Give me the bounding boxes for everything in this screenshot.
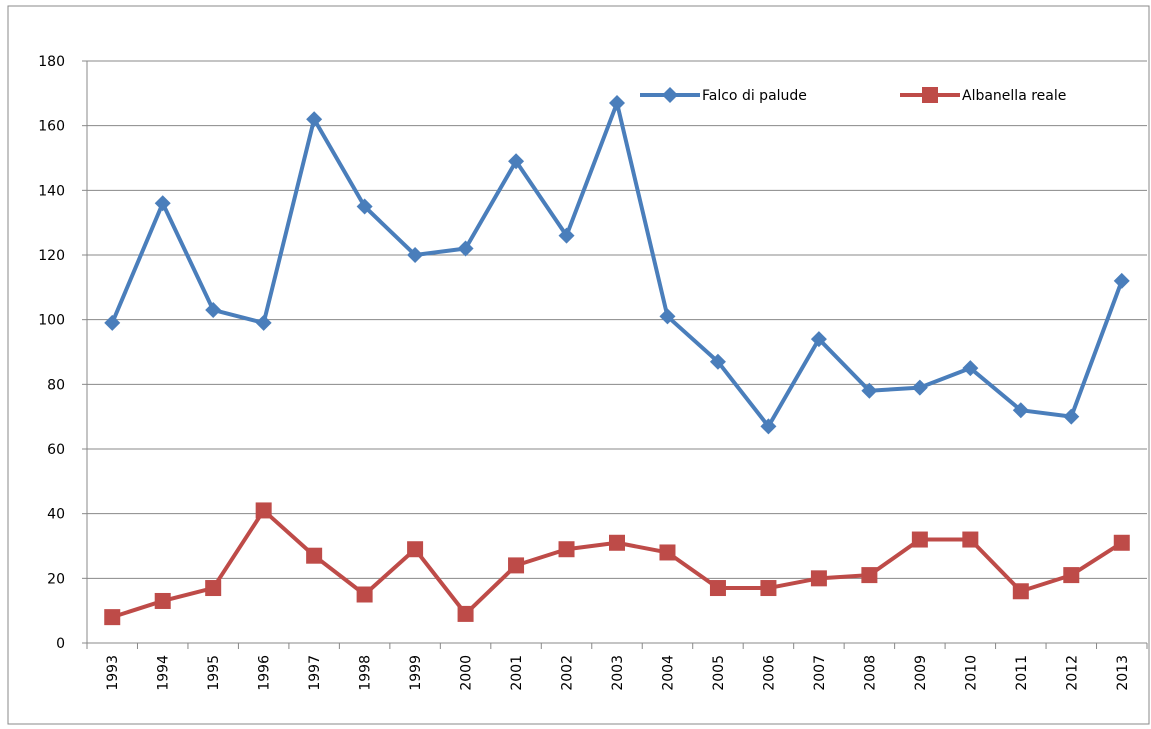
data-point xyxy=(1113,272,1130,289)
data-point xyxy=(356,198,373,215)
y-tick-label: 80 xyxy=(47,377,65,393)
data-point xyxy=(1063,567,1080,584)
x-tick-label: 2003 xyxy=(610,655,626,691)
data-point xyxy=(1113,534,1130,551)
legend-label: Albanella reale xyxy=(962,88,1066,104)
data-point xyxy=(356,586,373,603)
x-tick-label: 1994 xyxy=(156,655,172,691)
data-point xyxy=(760,418,777,435)
data-point xyxy=(962,531,979,548)
data-point xyxy=(659,308,676,325)
y-tick-label: 100 xyxy=(38,313,65,329)
x-tick-label: 2006 xyxy=(761,655,777,691)
x-tick-label: 2007 xyxy=(812,655,828,691)
legend-label: Falco di palude xyxy=(702,88,807,104)
data-point xyxy=(1012,583,1029,600)
data-point xyxy=(154,195,171,212)
data-point xyxy=(810,570,827,587)
x-tick-label: 2008 xyxy=(862,655,878,691)
data-point xyxy=(1012,402,1029,419)
y-tick-label: 180 xyxy=(38,54,65,70)
data-point xyxy=(911,379,928,396)
chart-frame xyxy=(7,5,1150,725)
data-point xyxy=(709,353,726,370)
data-point xyxy=(1063,408,1080,425)
x-tick-label: 2013 xyxy=(1115,655,1131,691)
data-point xyxy=(861,382,878,399)
x-tick-label: 1996 xyxy=(257,655,273,691)
y-tick-label: 0 xyxy=(56,636,65,652)
data-point xyxy=(609,534,625,551)
x-tick-label: 1993 xyxy=(105,655,121,691)
data-point xyxy=(205,580,222,597)
data-point xyxy=(205,301,222,318)
data-point xyxy=(558,541,575,558)
legend-marker xyxy=(662,87,678,103)
data-point xyxy=(760,580,777,597)
data-point xyxy=(255,314,272,331)
x-tick-label: 2009 xyxy=(913,655,929,691)
y-tick-label: 40 xyxy=(47,507,65,523)
data-point xyxy=(558,227,575,244)
legend-marker xyxy=(922,87,938,103)
data-point xyxy=(104,314,121,331)
data-point xyxy=(962,360,979,377)
data-point xyxy=(306,111,323,128)
x-tick-label: 2001 xyxy=(509,655,525,691)
x-tick-label: 2000 xyxy=(459,655,475,691)
y-tick-label: 60 xyxy=(47,442,65,458)
x-tick-label: 1998 xyxy=(358,655,374,691)
data-point xyxy=(407,247,424,263)
y-tick-label: 160 xyxy=(38,119,65,135)
x-tick-label: 1997 xyxy=(307,655,323,691)
data-point xyxy=(659,544,676,561)
data-point xyxy=(508,153,525,170)
data-point xyxy=(255,502,272,519)
x-tick-label: 1995 xyxy=(206,655,222,691)
data-point xyxy=(407,541,424,558)
data-point xyxy=(104,609,121,626)
data-point xyxy=(306,547,323,564)
data-point xyxy=(609,95,625,112)
y-tick-label: 120 xyxy=(38,248,65,264)
data-point xyxy=(810,331,827,348)
data-point xyxy=(911,531,928,548)
x-tick-label: 2005 xyxy=(711,655,727,691)
data-point xyxy=(709,580,726,597)
x-tick-label: 2012 xyxy=(1064,655,1080,691)
x-tick-label: 2011 xyxy=(1014,655,1030,691)
data-point xyxy=(457,605,474,622)
y-tick-label: 140 xyxy=(38,183,65,199)
x-tick-label: 1999 xyxy=(408,655,424,691)
data-point xyxy=(508,557,525,574)
x-tick-label: 2002 xyxy=(560,655,576,691)
x-tick-label: 2004 xyxy=(660,655,676,691)
data-point xyxy=(154,592,171,609)
y-tick-label: 20 xyxy=(47,571,65,587)
data-point xyxy=(457,240,474,257)
x-tick-label: 2010 xyxy=(963,655,979,691)
data-point xyxy=(861,567,878,584)
